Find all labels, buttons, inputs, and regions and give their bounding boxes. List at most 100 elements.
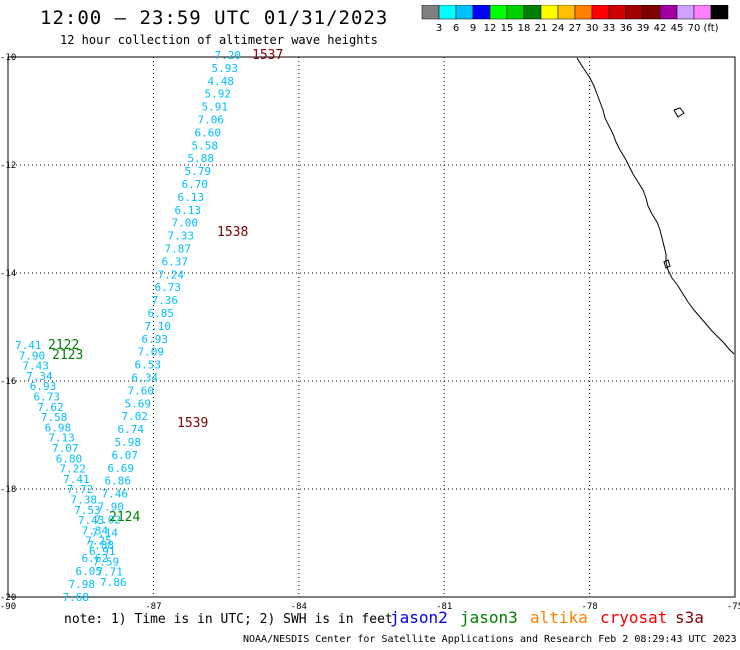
legend-s3a: s3a	[675, 608, 704, 627]
swh-value: 7.41	[63, 473, 90, 486]
legend-jason2: jason2	[390, 608, 448, 627]
swh-value: 6.62	[82, 552, 109, 565]
note-text: note: 1) Time is in UTC; 2) SWH is in fe…	[64, 612, 393, 627]
pass-time-label: 1538	[217, 225, 248, 240]
y-tick-label: -10	[0, 53, 16, 63]
x-tick-label: -84	[291, 602, 307, 612]
swh-value: 5.93	[212, 62, 239, 75]
swh-value: 7.10	[145, 320, 172, 333]
swh-value: 5.58	[192, 139, 219, 152]
swh-value: 6.13	[178, 191, 205, 204]
scale-label: 21	[535, 23, 548, 34]
swh-value: 7.72	[67, 483, 94, 496]
x-tick-label: -90	[0, 602, 16, 612]
scale-label: 6	[453, 23, 459, 34]
swh-value: 6.74	[118, 423, 145, 436]
scale-label: 39	[637, 23, 650, 34]
pass-time-label: 2124	[109, 510, 140, 525]
title: 12:00 – 23:59 UTC 01/31/2023	[40, 7, 389, 29]
swh-value: 6.34	[132, 372, 159, 385]
swh-value: 7.71	[96, 566, 123, 579]
swh-value: 6.53	[135, 359, 162, 372]
coast-island	[673, 107, 685, 118]
swh-value: 7.58	[41, 411, 68, 424]
footer-credit: NOAA/NESDIS Center for Satellite Applica…	[243, 634, 737, 645]
swh-value: 6.05	[76, 565, 103, 578]
pass-time-label: 2122	[48, 338, 79, 353]
swh-value: 7.86	[100, 576, 127, 589]
subtitle: 12 hour collection of altimeter wave hei…	[60, 33, 378, 47]
swh-value: 7.62	[37, 401, 64, 414]
swh-value: 7.41	[15, 339, 42, 352]
swh-value: 5.88	[188, 152, 215, 165]
scale-label: 42	[654, 23, 667, 34]
swh-value: 7.02	[122, 410, 149, 423]
swh-value: 7.38	[71, 494, 98, 507]
swh-value: 6.86	[105, 475, 132, 488]
scale-label: 33	[603, 23, 616, 34]
swh-value: 6.98	[45, 421, 72, 434]
swh-value: 7.88	[88, 539, 115, 552]
swh-value: 4.48	[208, 75, 235, 88]
y-tick-label: -20	[0, 593, 16, 603]
swh-value: 7.06	[198, 114, 225, 127]
y-tick-label: -14	[0, 269, 16, 279]
scale-label: (ft)	[703, 23, 718, 34]
coast-islet	[663, 259, 671, 269]
swh-value: 7.34	[26, 370, 53, 383]
pass-time-label: 1539	[177, 416, 208, 431]
swh-value: 7.00	[172, 217, 199, 230]
scale-label: 27	[569, 23, 582, 34]
swh-value: 7.59	[93, 555, 120, 568]
swh-value: 6.73	[34, 391, 61, 404]
swh-value: 6.80	[56, 452, 82, 465]
swh-value: 7.98	[69, 578, 96, 591]
scale-label: 36	[620, 23, 633, 34]
y-tick-label: -12	[0, 161, 16, 171]
plot-frame	[7, 56, 736, 598]
scale-swatch	[710, 5, 729, 20]
scale-label: 45	[671, 23, 684, 34]
swh-value: 7.90	[19, 349, 46, 362]
swh-value: 7.43	[78, 514, 105, 527]
swh-value: 6.69	[108, 462, 135, 475]
swh-value: 7.46	[102, 488, 129, 501]
swh-value: 6.70	[182, 178, 209, 191]
legend-jason3: jason3	[460, 608, 518, 627]
swh-value: 7.07	[52, 442, 79, 455]
scale-label: 12	[484, 23, 497, 34]
scale-label: 24	[552, 23, 565, 34]
swh-value: 7.24	[158, 268, 185, 281]
color-scale: 3 6 9 12 15 18 21 24 27 30 33 36 39 42 45 70 (ft)	[421, 5, 729, 34]
swh-value: 7.14	[92, 526, 119, 539]
swh-value: 6.91	[89, 545, 116, 558]
swh-value: 7.25	[85, 535, 112, 548]
swh-value: 6.85	[148, 307, 175, 320]
swh-value: 7.43	[22, 360, 49, 373]
y-tick-label: -16	[0, 377, 16, 387]
swh-value: 7.53	[74, 504, 101, 517]
swh-value: 7.33	[168, 230, 195, 243]
swh-value: 6.07	[112, 449, 139, 462]
x-tick-label: -81	[436, 602, 452, 612]
swh-value: 7.87	[165, 243, 192, 256]
swh-value: 6.93	[30, 380, 57, 393]
scale-label: 18	[518, 23, 531, 34]
scale-label: 70	[688, 23, 701, 34]
swh-value: 6.13	[175, 204, 202, 217]
swh-value: 5.98	[115, 436, 142, 449]
pass-time-label: 2123	[52, 348, 83, 363]
y-tick-label: -18	[0, 485, 16, 495]
scale-label: 15	[501, 23, 514, 34]
swh-value: 7.68	[63, 591, 90, 604]
swh-value: 5.91	[202, 101, 229, 114]
swh-value: 7.34	[82, 524, 109, 537]
swh-value: 6.73	[155, 281, 182, 294]
swh-value: 7.90	[98, 501, 125, 514]
x-tick-label: -87	[145, 602, 161, 612]
swh-value: 7.36	[152, 294, 179, 307]
legend-cryosat: cryosat	[600, 608, 668, 627]
x-tick-label: -78	[581, 602, 597, 612]
swh-value: 6.93	[142, 333, 169, 346]
swh-value: 7.13	[48, 432, 75, 445]
